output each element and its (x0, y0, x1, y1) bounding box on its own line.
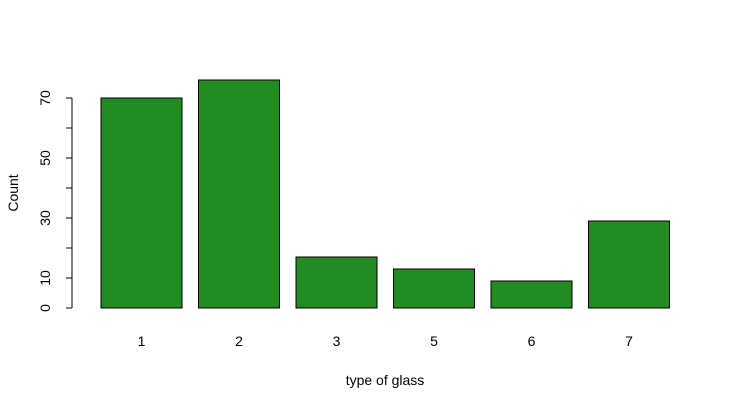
y-tick-label: 10 (37, 270, 53, 286)
y-tick-label: 30 (37, 210, 53, 226)
x-tick-label: 5 (430, 333, 438, 349)
bar-7 (588, 220, 670, 309)
y-tick-label: 50 (37, 150, 53, 166)
bar-6 (490, 280, 573, 309)
x-axis-title: type of glass (346, 372, 425, 388)
bars-group (100, 79, 670, 309)
x-tick-labels: 1 2 3 5 6 7 (138, 333, 634, 349)
x-tick-label: 2 (235, 333, 243, 349)
y-axis-title: Count (5, 174, 21, 211)
x-tick-label: 1 (138, 333, 146, 349)
y-tick-label: 70 (37, 90, 53, 106)
x-tick-label: 7 (625, 333, 633, 349)
y-axis: 0 10 30 50 70 (37, 90, 73, 312)
bar-5 (393, 268, 475, 309)
y-tick-label: 0 (37, 304, 53, 312)
bar-2 (198, 79, 280, 309)
bar-1 (100, 97, 183, 309)
x-tick-label: 3 (333, 333, 341, 349)
x-tick-label: 6 (528, 333, 536, 349)
bar-3 (295, 256, 378, 309)
